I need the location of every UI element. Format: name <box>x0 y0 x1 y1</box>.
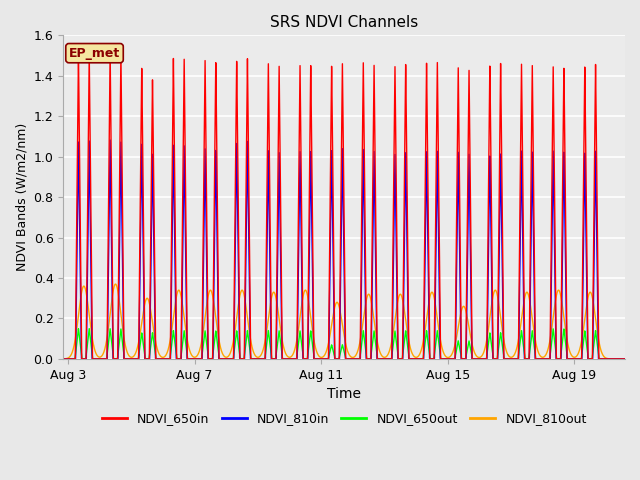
NDVI_810in <box>621 356 629 362</box>
NDVI_810out <box>522 292 529 298</box>
NDVI_650out <box>396 356 404 362</box>
NDVI_650out <box>522 356 529 362</box>
NDVI_650in <box>396 356 404 362</box>
NDVI_810in <box>396 356 404 362</box>
NDVI_650in <box>522 356 529 362</box>
NDVI_810in <box>274 226 282 232</box>
NDVI_650in <box>621 356 629 362</box>
NDVI_810in <box>522 356 529 362</box>
NDVI_650out <box>161 356 169 362</box>
NDVI_810out <box>621 356 629 362</box>
Line: NDVI_810out: NDVI_810out <box>63 284 625 359</box>
NDVI_810out <box>274 308 282 313</box>
NDVI_810out <box>396 291 404 297</box>
NDVI_650out <box>621 356 629 362</box>
NDVI_650out <box>85 326 93 332</box>
NDVI_810out <box>425 301 433 307</box>
Legend: NDVI_650in, NDVI_810in, NDVI_650out, NDVI_810out: NDVI_650in, NDVI_810in, NDVI_650out, NDV… <box>97 407 591 430</box>
NDVI_650in <box>479 356 486 362</box>
NDVI_810in <box>425 299 433 305</box>
NDVI_810out <box>479 352 486 358</box>
NDVI_810out <box>112 281 120 287</box>
NDVI_650in <box>161 356 169 362</box>
NDVI_810in <box>161 356 169 362</box>
NDVI_810in <box>479 356 486 362</box>
Y-axis label: NDVI Bands (W/m2/nm): NDVI Bands (W/m2/nm) <box>15 123 28 271</box>
NDVI_650out <box>60 356 67 362</box>
Line: NDVI_650out: NDVI_650out <box>63 329 625 359</box>
NDVI_650out <box>425 345 433 351</box>
NDVI_650in <box>60 356 67 362</box>
NDVI_650out <box>274 336 282 342</box>
NDVI_650in <box>425 258 433 264</box>
NDVI_650in <box>106 48 114 54</box>
X-axis label: Time: Time <box>327 387 361 401</box>
NDVI_650in <box>274 163 282 168</box>
NDVI_650out <box>479 356 486 362</box>
Line: NDVI_810in: NDVI_810in <box>63 140 625 359</box>
NDVI_810in <box>60 356 67 362</box>
NDVI_810out <box>60 356 67 362</box>
Text: EP_met: EP_met <box>69 47 120 60</box>
NDVI_810out <box>161 353 169 359</box>
Title: SRS NDVI Channels: SRS NDVI Channels <box>270 15 419 30</box>
Line: NDVI_650in: NDVI_650in <box>63 51 625 359</box>
NDVI_810in <box>106 137 114 143</box>
